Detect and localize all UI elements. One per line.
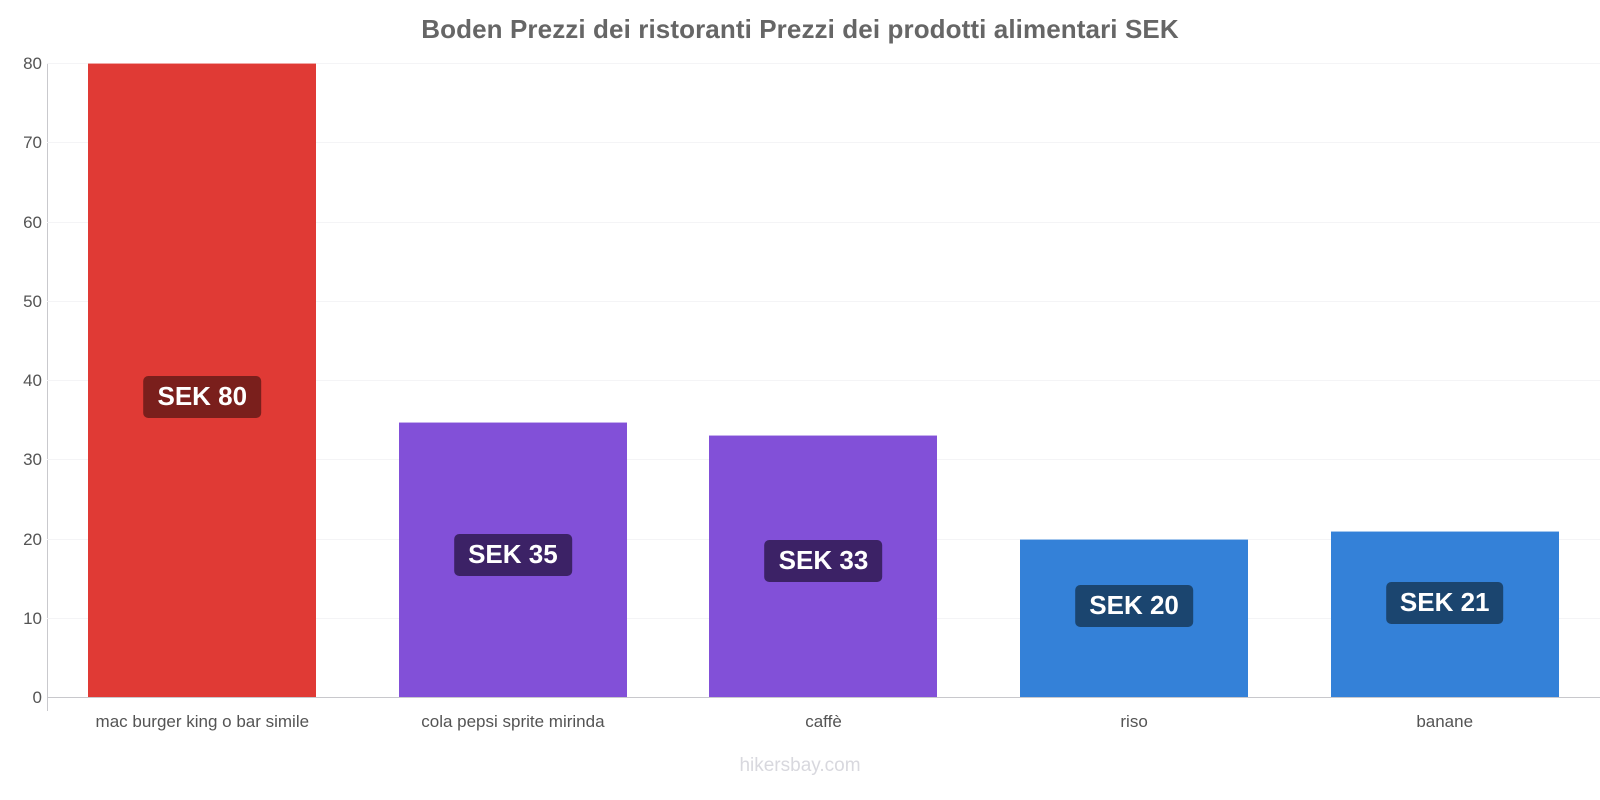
bar[interactable]: SEK 80	[88, 63, 317, 697]
y-axis-tick-label: 50	[23, 291, 42, 311]
x-axis-category-label: cola pepsi sprite mirinda	[421, 712, 605, 731]
y-axis-tick-label: 70	[23, 133, 42, 153]
bar-value-label: SEK 33	[764, 539, 883, 582]
x-axis-category-label: banane	[1416, 712, 1474, 731]
y-axis-tick-label: 30	[23, 450, 42, 470]
bar-slot: SEK 80	[47, 63, 358, 697]
y-axis-tick-label: 20	[23, 529, 42, 549]
bar[interactable]: SEK 33	[709, 435, 938, 697]
y-axis-tick-label: 80	[23, 54, 42, 73]
y-axis-line	[47, 63, 48, 711]
gridline	[47, 697, 1600, 698]
y-axis-tick-label: 40	[23, 371, 42, 390]
y-axis-tick-label: 10	[23, 608, 42, 628]
x-axis-category-label: riso	[1120, 712, 1148, 731]
bar-slot: SEK 21	[1289, 63, 1600, 697]
bar-value-label: SEK 35	[454, 534, 572, 577]
bar-slot: SEK 35	[358, 63, 669, 697]
bar-slot: SEK 33	[668, 63, 979, 697]
bar[interactable]: SEK 21	[1330, 530, 1559, 697]
bar-value-label: SEK 80	[143, 376, 262, 419]
footer-watermark: hikersbay.com	[739, 755, 861, 776]
bar[interactable]: SEK 35	[398, 422, 627, 697]
y-axis-tick-label: 0	[32, 688, 42, 707]
x-axis-category-label: mac burger king o bar simile	[95, 712, 310, 731]
gridline	[47, 380, 1600, 381]
bars-group: SEK 80 SEK 35 SEK 33 SEK 20 SEK 21	[47, 63, 1600, 697]
bar-slot: SEK 20	[979, 63, 1290, 697]
x-axis-category-labels: mac burger king o bar simile cola pepsi s…	[47, 712, 1600, 742]
bar[interactable]: SEK 20	[1020, 538, 1249, 697]
gridline	[47, 221, 1600, 223]
bar-value-label: SEK 20	[1075, 585, 1193, 628]
gridline	[47, 63, 1600, 64]
gridline	[47, 142, 1600, 144]
gridline	[47, 300, 1600, 302]
chart-title: Boden Prezzi dei ristoranti Prezzi dei p…	[421, 14, 1179, 44]
x-axis-category-label: caffè	[805, 712, 842, 731]
y-axis-tick-label: 60	[23, 212, 42, 232]
bar-value-label: SEK 21	[1385, 581, 1504, 624]
